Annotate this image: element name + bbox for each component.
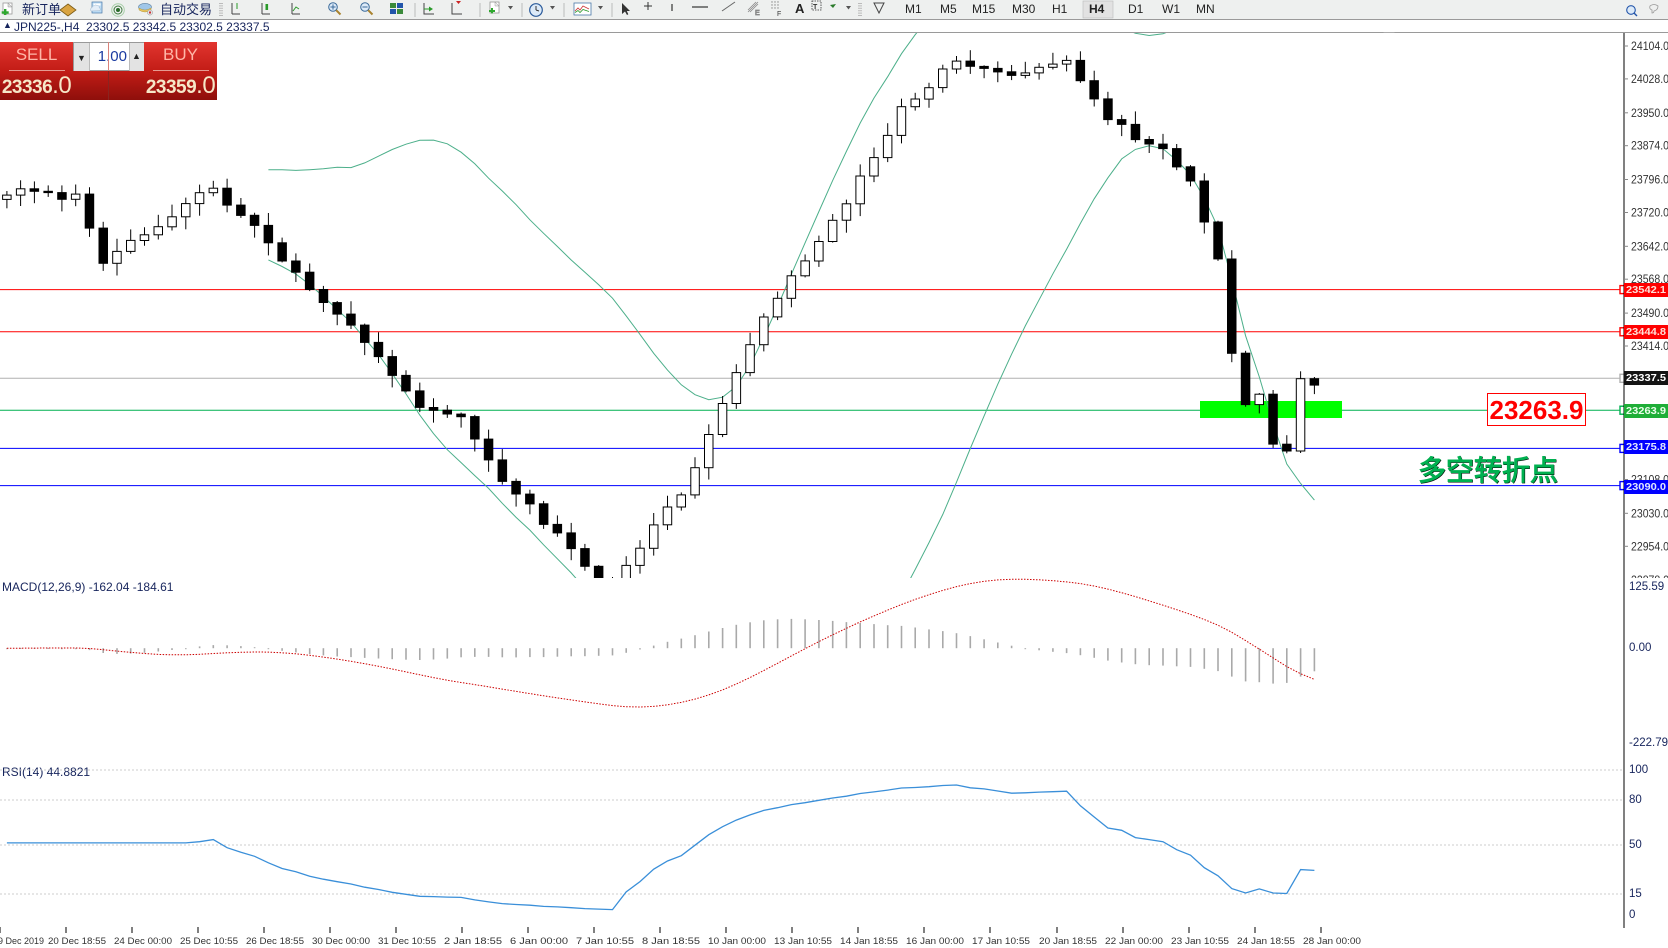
svg-text:25 Dec 10:55: 25 Dec 10:55 xyxy=(180,936,238,946)
svg-text:2 Jan 18:55: 2 Jan 18:55 xyxy=(444,936,502,946)
svg-text:7 Jan 10:55: 7 Jan 10:55 xyxy=(576,936,634,946)
svg-text:26 Dec 18:55: 26 Dec 18:55 xyxy=(246,936,304,946)
svg-text:6 Jan 00:00: 6 Jan 00:00 xyxy=(510,936,568,946)
svg-text:20 Jan 18:55: 20 Jan 18:55 xyxy=(1039,936,1097,946)
svg-text:31 Dec 10:55: 31 Dec 10:55 xyxy=(378,936,436,946)
svg-text:T: T xyxy=(813,4,818,11)
svg-text:30 Dec 00:00: 30 Dec 00:00 xyxy=(312,936,370,946)
svg-text:28 Jan 00:00: 28 Jan 00:00 xyxy=(1303,936,1361,946)
svg-text:20 Dec 18:55: 20 Dec 18:55 xyxy=(48,936,106,946)
svg-text:M15: M15 xyxy=(972,2,996,16)
svg-text:14 Jan 18:55: 14 Jan 18:55 xyxy=(840,936,898,946)
svg-text:M30: M30 xyxy=(1012,2,1036,16)
svg-text:24 Dec 00:00: 24 Dec 00:00 xyxy=(114,936,172,946)
svg-text:E: E xyxy=(755,10,760,17)
svg-text:13 Jan 10:55: 13 Jan 10:55 xyxy=(774,936,832,946)
svg-text:-222.79: -222.79 xyxy=(1629,737,1668,749)
svg-text:0.00: 0.00 xyxy=(1629,642,1651,654)
svg-text:A: A xyxy=(795,1,805,16)
svg-text:W1: W1 xyxy=(1162,2,1180,16)
svg-text:M5: M5 xyxy=(940,2,957,16)
svg-text:50: 50 xyxy=(1629,839,1642,851)
svg-text:0: 0 xyxy=(1629,909,1635,921)
svg-text:8 Jan 18:55: 8 Jan 18:55 xyxy=(642,936,700,946)
svg-text:22 Jan 00:00: 22 Jan 00:00 xyxy=(1105,936,1163,946)
svg-text:新订单: 新订单 xyxy=(22,2,61,17)
svg-text:H4: H4 xyxy=(1089,2,1105,16)
svg-text:10 Jan 00:00: 10 Jan 00:00 xyxy=(708,936,766,946)
svg-text:17 Jan 10:55: 17 Jan 10:55 xyxy=(972,936,1030,946)
svg-text:125.59: 125.59 xyxy=(1629,581,1664,593)
svg-text:23 Jan 10:55: 23 Jan 10:55 xyxy=(1171,936,1229,946)
svg-text:MN: MN xyxy=(1196,2,1215,16)
svg-text:100: 100 xyxy=(1629,764,1648,776)
svg-text:80: 80 xyxy=(1629,794,1642,806)
svg-text:H1: H1 xyxy=(1052,2,1068,16)
svg-text:自动交易: 自动交易 xyxy=(160,2,212,17)
svg-text:F: F xyxy=(777,11,781,18)
svg-text:9 Dec 2019: 9 Dec 2019 xyxy=(0,936,44,946)
svg-text:24 Jan 18:55: 24 Jan 18:55 xyxy=(1237,936,1295,946)
svg-text:D1: D1 xyxy=(1128,2,1144,16)
svg-text:M1: M1 xyxy=(905,2,922,16)
svg-text:15: 15 xyxy=(1629,888,1642,900)
svg-text:16 Jan 00:00: 16 Jan 00:00 xyxy=(906,936,964,946)
